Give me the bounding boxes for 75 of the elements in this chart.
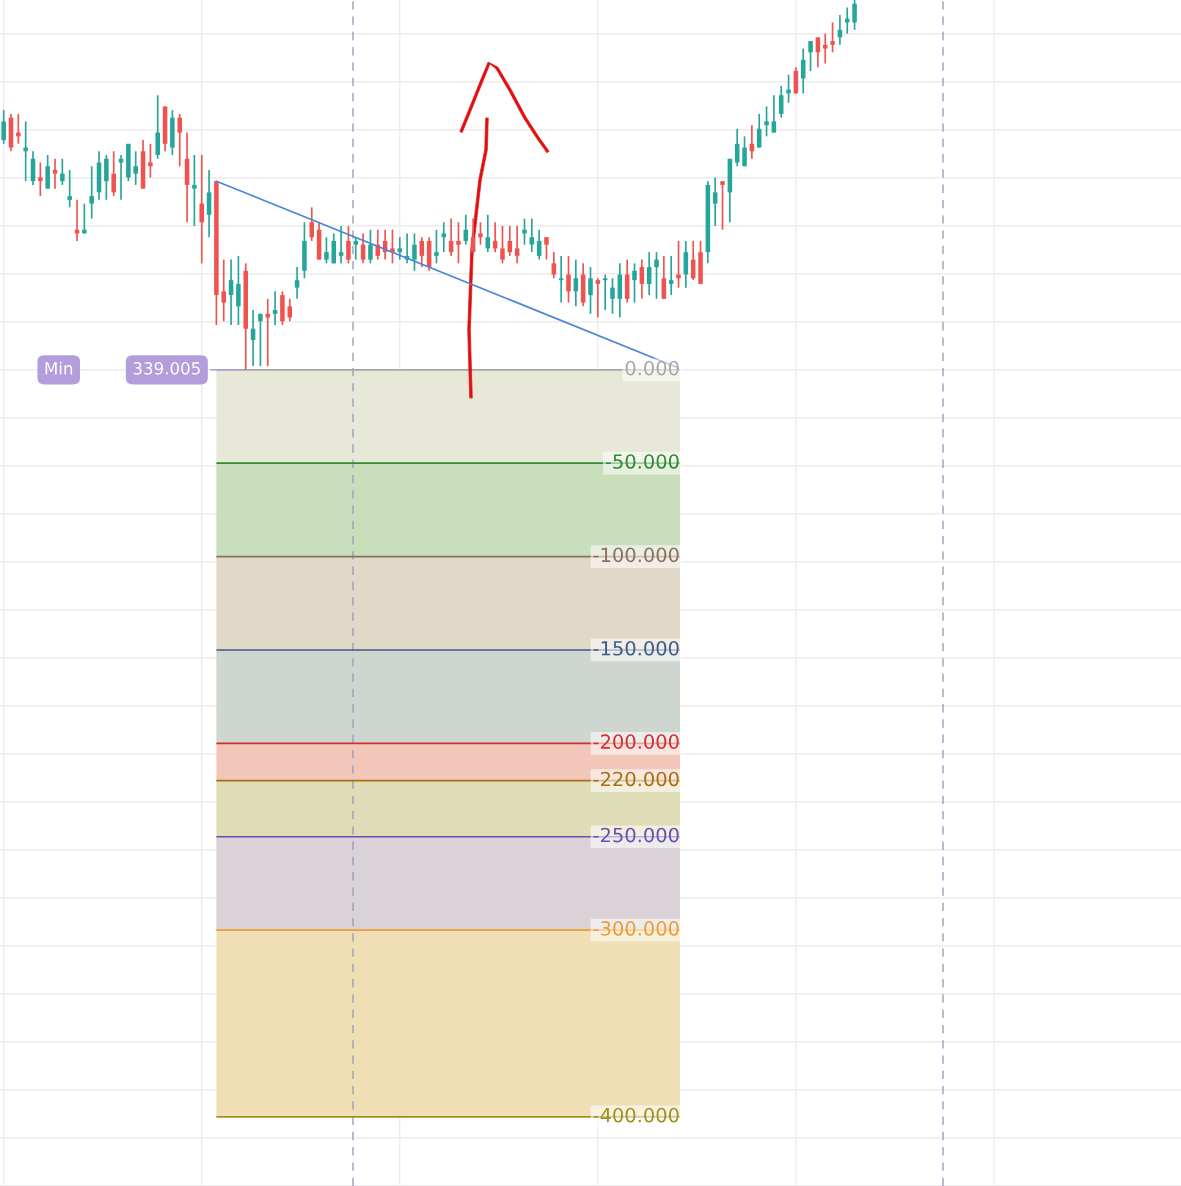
candlestick	[353, 236, 359, 261]
candlestick	[52, 157, 58, 190]
candlestick	[771, 94, 777, 134]
candlestick	[199, 154, 204, 265]
candlestick	[155, 94, 160, 160]
candlestick	[566, 255, 571, 304]
candlestick	[720, 180, 725, 231]
candlestick	[544, 236, 549, 261]
candlestick	[668, 255, 674, 296]
annotation: 339.005	[133, 362, 200, 375]
candlestick	[500, 225, 505, 265]
candlestick	[610, 277, 615, 315]
candlestick	[38, 161, 43, 197]
candlestick	[324, 236, 329, 265]
candlestick	[148, 142, 153, 179]
y-tick-label: -150.000	[593, 640, 679, 656]
candlestick	[1, 109, 6, 145]
candlestick	[434, 228, 439, 265]
candlestick	[441, 221, 447, 253]
candlestick	[265, 297, 271, 367]
candlestick	[309, 206, 315, 242]
candlestick	[294, 266, 300, 300]
candlestick	[514, 225, 520, 265]
candlestick	[456, 221, 461, 265]
y-tick-label: -400.000	[593, 1107, 679, 1123]
y-tick-label: -200.000	[593, 734, 679, 749]
candlestick	[654, 251, 659, 300]
candlestick	[712, 176, 718, 227]
candlestick	[104, 154, 109, 201]
candlestick	[529, 217, 535, 253]
y-tick-label: 0.000	[625, 360, 679, 376]
candlestick	[822, 32, 828, 65]
candlestick	[764, 105, 769, 138]
candlestick	[830, 21, 835, 54]
candlestick	[133, 150, 138, 186]
candlestick	[287, 297, 293, 323]
candlestick	[661, 255, 667, 300]
candlestick	[800, 47, 806, 95]
candlestick	[478, 221, 483, 246]
candlestick	[206, 169, 212, 239]
candlestick	[45, 154, 50, 190]
candlestick	[221, 258, 226, 323]
candlestick	[412, 232, 417, 272]
y-tick-label: -220.000	[593, 771, 679, 787]
annotation: Min	[45, 361, 73, 375]
candlestick	[742, 135, 747, 168]
candlestick	[89, 165, 94, 220]
candlestick	[551, 251, 557, 280]
candlestick	[595, 277, 601, 319]
candlestick	[258, 312, 263, 367]
candlestick	[683, 240, 689, 289]
candlestick	[60, 157, 65, 186]
y-tick-label: -250.000	[593, 827, 679, 843]
candlestick	[397, 236, 403, 261]
candlestick	[67, 169, 72, 209]
candlestick	[368, 228, 373, 265]
candlestick	[808, 40, 813, 72]
candlestick	[346, 225, 351, 265]
candlestick	[390, 228, 395, 265]
y-tick-label: -50.000	[605, 454, 679, 469]
candlestick	[558, 255, 564, 304]
candlestick	[588, 266, 593, 315]
candlestick	[111, 150, 116, 197]
candlestick	[632, 262, 637, 304]
candlestick	[192, 154, 197, 227]
candlestick	[852, 0, 857, 31]
y-tick-label: -100.000	[593, 547, 679, 563]
candlestick	[375, 228, 381, 261]
candlestick	[338, 225, 344, 265]
candlestick	[236, 255, 241, 326]
y-tick-label: -300.000	[593, 921, 679, 936]
candlestick	[331, 232, 337, 265]
candlestick	[272, 290, 278, 326]
candlestick	[602, 273, 608, 311]
candlestick	[177, 113, 182, 168]
